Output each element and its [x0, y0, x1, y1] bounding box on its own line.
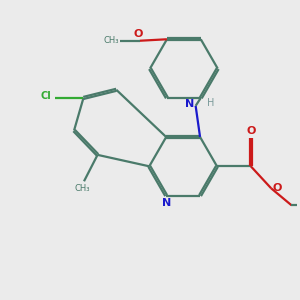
Text: Cl: Cl: [40, 92, 51, 101]
Text: CH₃: CH₃: [75, 184, 90, 193]
Text: CH₃: CH₃: [103, 36, 119, 45]
Text: O: O: [246, 126, 256, 136]
Text: O: O: [134, 29, 143, 39]
Text: N: N: [162, 198, 171, 208]
Text: H: H: [207, 98, 214, 108]
Text: N: N: [184, 99, 194, 110]
Text: O: O: [273, 183, 282, 193]
